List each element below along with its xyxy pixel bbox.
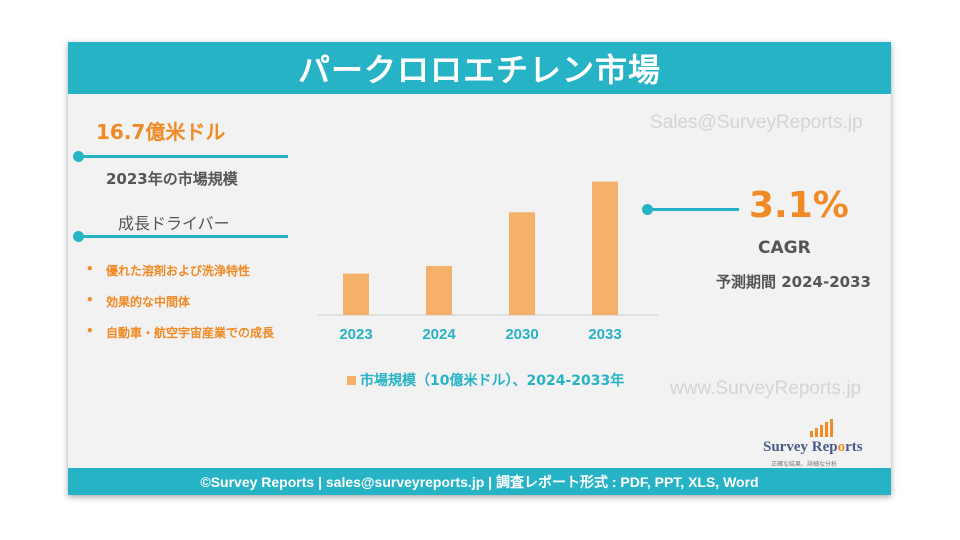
drivers-list: • 優れた溶剤および洗浄特性 • 効果的な中間体 • 自動車・航空宇宙産業での成長	[86, 262, 274, 355]
footer-bar: ©Survey Reports | sales@surveyreports.jp…	[68, 468, 891, 495]
cagr-line	[647, 208, 739, 211]
x-tick-label: 2030	[505, 326, 538, 343]
watermark-site: www.SurveyReports.jp	[670, 378, 862, 399]
logo-tagline: 正確な結果、詳細な分析	[771, 461, 838, 468]
cagr-label: CAGR	[758, 238, 811, 258]
page-title: パークロロエチレン市場	[297, 51, 661, 89]
legend-label: 市場規模（10億米ドル）、2024-2033年	[360, 373, 625, 389]
logo: Survey Reports 正確な結果、詳細な分析	[763, 419, 883, 471]
list-item: • 優れた溶剤および洗浄特性	[86, 262, 251, 278]
bar-2023	[343, 273, 369, 315]
footer-text: ©Survey Reports | sales@surveyreports.jp…	[200, 473, 759, 490]
divider-line	[78, 235, 288, 238]
header-bar: パークロロエチレン市場	[68, 42, 891, 94]
legend-swatch	[347, 375, 356, 385]
list-item: • 効果的な中間体	[86, 293, 191, 309]
chart-legend: 市場規模（10億米ドル）、2024-2033年	[347, 370, 624, 390]
bar-2033	[592, 181, 618, 315]
x-tick-label: 2033	[588, 326, 621, 343]
cagr-value: 3.1%	[749, 185, 849, 226]
x-tick-label: 2023	[339, 326, 372, 343]
logo-text: Survey Reports	[763, 439, 863, 455]
bar-chart-icon	[810, 419, 833, 437]
x-tick-label: 2024	[422, 326, 456, 343]
bar-2024	[426, 265, 452, 315]
watermark-email: Sales@SurveyReports.jp	[650, 112, 863, 133]
divider-line	[78, 155, 288, 158]
forecast-period: 予測期間 2024-2033	[716, 273, 871, 291]
list-item: • 自動車・航空宇宙産業での成長	[86, 324, 275, 340]
bar-chart: 2023 2024 2030 2033	[318, 181, 658, 343]
market-size-label: 2023年の市場規模	[106, 170, 238, 188]
drivers-title: 成長ドライバー	[118, 214, 230, 233]
market-value: 16.7億米ドル	[96, 120, 226, 144]
infographic-card: パークロロエチレン市場 16.7億米ドル 2023年の市場規模 成長ドライバー …	[68, 42, 891, 495]
bar-2030	[509, 212, 535, 315]
